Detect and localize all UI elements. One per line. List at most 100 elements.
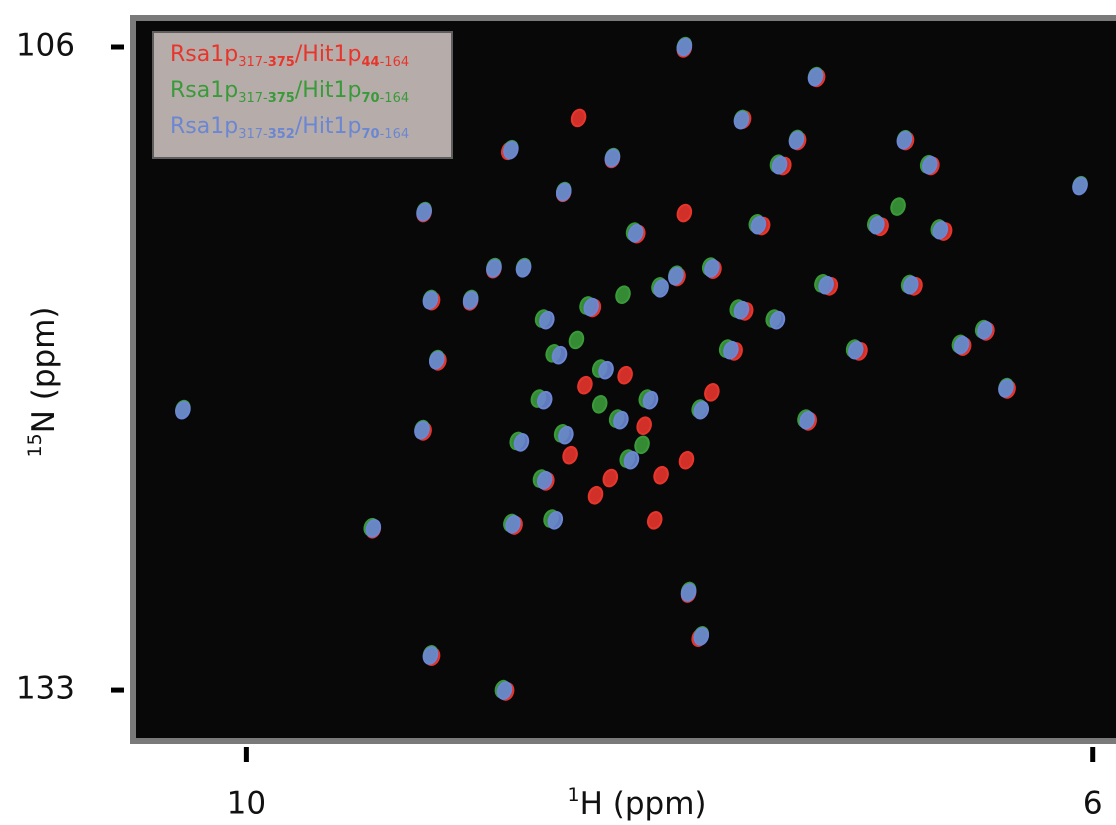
peak [896, 130, 913, 150]
peak [678, 450, 695, 470]
peak [627, 223, 644, 243]
peak [799, 410, 815, 430]
peak [998, 379, 1014, 398]
peak [847, 340, 864, 360]
peak [617, 365, 633, 385]
peak [932, 220, 949, 240]
peak [902, 275, 919, 295]
legend-text: -164 [380, 91, 410, 106]
peak [505, 515, 521, 534]
peak [503, 140, 519, 160]
peaks [175, 36, 1088, 701]
peak [551, 345, 568, 365]
peak [623, 450, 640, 470]
legend-text: 317- [238, 127, 268, 142]
legend-box [152, 31, 453, 159]
peak [562, 445, 578, 465]
peak [704, 383, 720, 402]
peak [634, 435, 650, 455]
peak [547, 510, 564, 530]
legend-text: 317- [238, 91, 268, 106]
peak [613, 410, 629, 430]
legend-text: 70 [362, 127, 380, 142]
legend-text: -164 [380, 127, 410, 142]
legend-text: 44 [362, 55, 380, 70]
y-axis-label-sup: 15 [24, 433, 46, 457]
peak [587, 485, 604, 505]
legend-text: /Hit1p [295, 114, 362, 139]
peak [429, 350, 445, 370]
peak [577, 375, 593, 395]
peak [733, 110, 750, 130]
peak [496, 681, 513, 700]
peak [513, 433, 530, 452]
peak [570, 108, 587, 128]
peak [422, 290, 439, 310]
peak [646, 510, 663, 530]
legend-entry: Rsa1p317-352/Hit1p70-164 [170, 114, 409, 142]
legend-entry: Rsa1p317-375/Hit1p44-164 [170, 42, 409, 70]
peak [922, 155, 938, 175]
legend-entry: Rsa1p317-375/Hit1p70-164 [170, 78, 409, 106]
peak [568, 330, 585, 350]
peak [536, 470, 553, 490]
x-axis-label: 1H (ppm) [568, 784, 707, 822]
peak [536, 390, 553, 410]
legend-text: 70 [362, 91, 380, 106]
peak [615, 285, 631, 305]
peak [604, 148, 621, 168]
x-axis-label-sup: 1 [568, 784, 580, 806]
peak [723, 340, 739, 360]
peak [676, 203, 693, 223]
peak [818, 275, 834, 295]
peak [636, 416, 652, 435]
peak [591, 394, 608, 414]
peak [175, 400, 191, 420]
peak [977, 320, 993, 340]
peak [693, 400, 710, 420]
x-axis-label-text: H (ppm) [580, 786, 707, 822]
legend-text: /Hit1p [295, 42, 362, 67]
peak [676, 37, 693, 57]
x-tick-label: 6 [1083, 786, 1103, 822]
y-axis-label-text: N (ppm) [26, 307, 62, 434]
peak [733, 300, 750, 320]
legend-text: -164 [380, 55, 410, 70]
peak [365, 519, 382, 538]
peak [642, 390, 659, 410]
x-tick-label: 10 [227, 786, 266, 822]
peak [693, 627, 710, 646]
peak [555, 182, 572, 202]
legend-text: 352 [268, 127, 295, 142]
peak [771, 155, 788, 175]
peak [462, 290, 479, 310]
legend-text: Rsa1p [170, 114, 238, 139]
peak [680, 583, 697, 602]
legend-text: Rsa1p [170, 78, 238, 103]
peak [653, 465, 669, 485]
peak [1072, 176, 1088, 196]
peak [422, 646, 439, 665]
legend-text: 317- [238, 55, 268, 70]
y-tick-label: 106 [16, 28, 75, 64]
peak [704, 258, 720, 278]
peak [583, 297, 600, 317]
legend-text: 375 [268, 55, 295, 70]
peak [807, 67, 824, 87]
peak [668, 266, 684, 286]
y-axis-label: 15N (ppm) [24, 307, 62, 458]
peak [653, 278, 669, 298]
peak [953, 335, 970, 355]
peak [869, 215, 885, 235]
legend-text: /Hit1p [295, 78, 362, 103]
peak [602, 468, 619, 488]
peak [750, 215, 767, 235]
legend-text: 375 [268, 91, 295, 106]
peak [890, 197, 906, 216]
peak [515, 258, 532, 278]
peak [788, 130, 805, 150]
legend-text: Rsa1p [170, 42, 238, 67]
peak [486, 258, 502, 278]
y-tick-label: 133 [16, 671, 75, 707]
